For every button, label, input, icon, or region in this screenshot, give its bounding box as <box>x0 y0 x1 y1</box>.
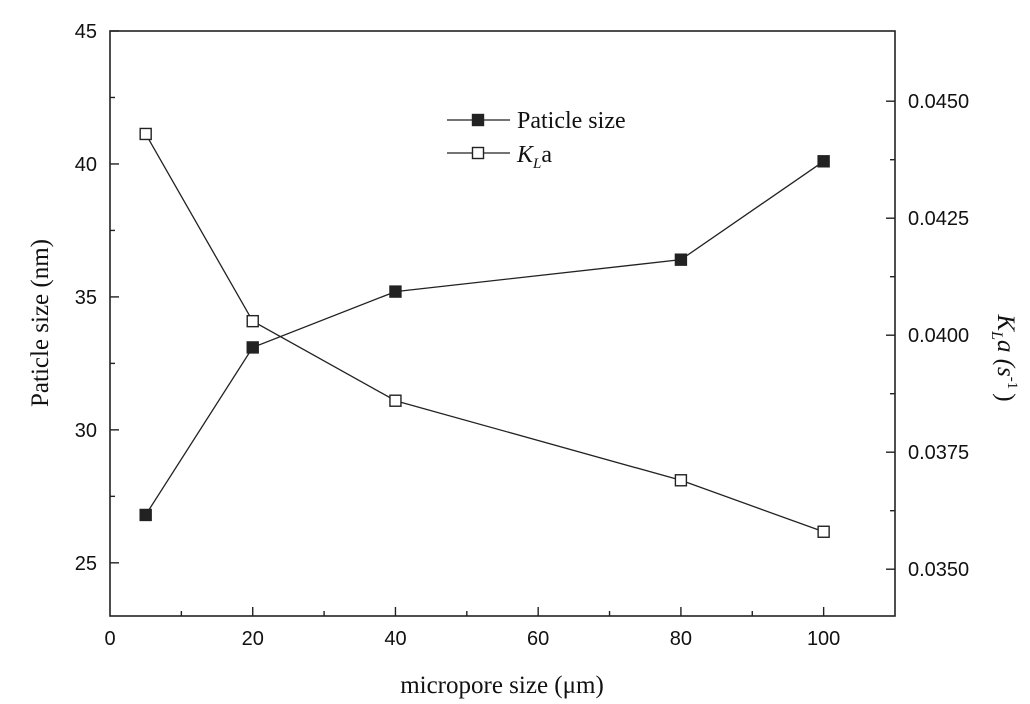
y-axis-left: 25 30 35 40 45 <box>75 21 119 575</box>
y-left-tick-label: 35 <box>75 287 97 309</box>
data-point-particle-size <box>817 155 830 168</box>
x-tick-label: 100 <box>807 628 840 650</box>
legend-marker-open-square <box>471 146 485 160</box>
y-axis-right-label-a: a (s <box>992 340 1019 377</box>
legend-label-kla-k: K <box>516 142 535 168</box>
data-point-particle-size <box>246 341 259 354</box>
data-point-kla <box>389 394 402 407</box>
y-right-tick-label: 0.0375 <box>908 442 969 464</box>
y-left-tick-label: 25 <box>75 553 97 575</box>
y-right-tick-label: 0.0450 <box>908 91 969 113</box>
series-line-kla <box>145 133 824 533</box>
x-tick-label: 20 <box>242 628 264 650</box>
y-right-tick-label: 0.0400 <box>908 325 969 347</box>
y-right-tick-label: 0.0425 <box>908 208 969 230</box>
plot-frame <box>109 30 896 617</box>
x-tick-label: 0 <box>104 628 115 650</box>
legend-marker-filled-square <box>471 113 485 127</box>
legend-label-particle-size: Paticle size <box>517 108 626 134</box>
legend-label-kla-a: a <box>541 142 552 168</box>
series-lines <box>145 133 825 533</box>
y-axis-right: 0.0350 0.0375 0.0400 0.0425 0.0450 <box>886 91 969 581</box>
legend-label-kla-sub: L <box>532 156 541 172</box>
data-point-kla <box>674 474 688 487</box>
y-axis-right-label-sub: L <box>988 330 1005 340</box>
data-point-particle-size <box>674 253 688 266</box>
y-axis-right-label-close: ) <box>992 393 1019 401</box>
y-left-tick-label: 30 <box>75 420 97 442</box>
x-axis: 0 20 40 60 80 100 <box>104 607 840 650</box>
series-markers <box>139 127 830 538</box>
y-left-tick-label: 40 <box>75 154 97 176</box>
legend: Paticle size KLa <box>447 108 626 172</box>
legend-label-kla: KLa <box>516 142 552 172</box>
data-point-particle-size <box>389 285 402 298</box>
x-tick-label: 40 <box>384 628 406 650</box>
y-axis-right-label-k: K <box>992 313 1019 332</box>
series-line-particle-size <box>145 160 825 516</box>
y-left-tick-label: 45 <box>75 21 97 43</box>
y-right-tick-label: 0.0350 <box>908 559 969 581</box>
x-tick-label: 80 <box>670 628 692 650</box>
data-point-particle-size <box>139 508 152 522</box>
y-axis-left-label: Paticle size (nm) <box>27 239 54 407</box>
data-point-kla <box>139 127 152 141</box>
y-axis-right-label-sup: -1 <box>1004 377 1020 390</box>
x-axis-label: micropore size (μm) <box>400 672 604 699</box>
data-point-kla <box>246 314 259 328</box>
x-tick-label: 60 <box>527 628 549 650</box>
data-point-kla <box>817 525 830 538</box>
y-axis-right-label: KLa (s-1) <box>988 313 1020 401</box>
